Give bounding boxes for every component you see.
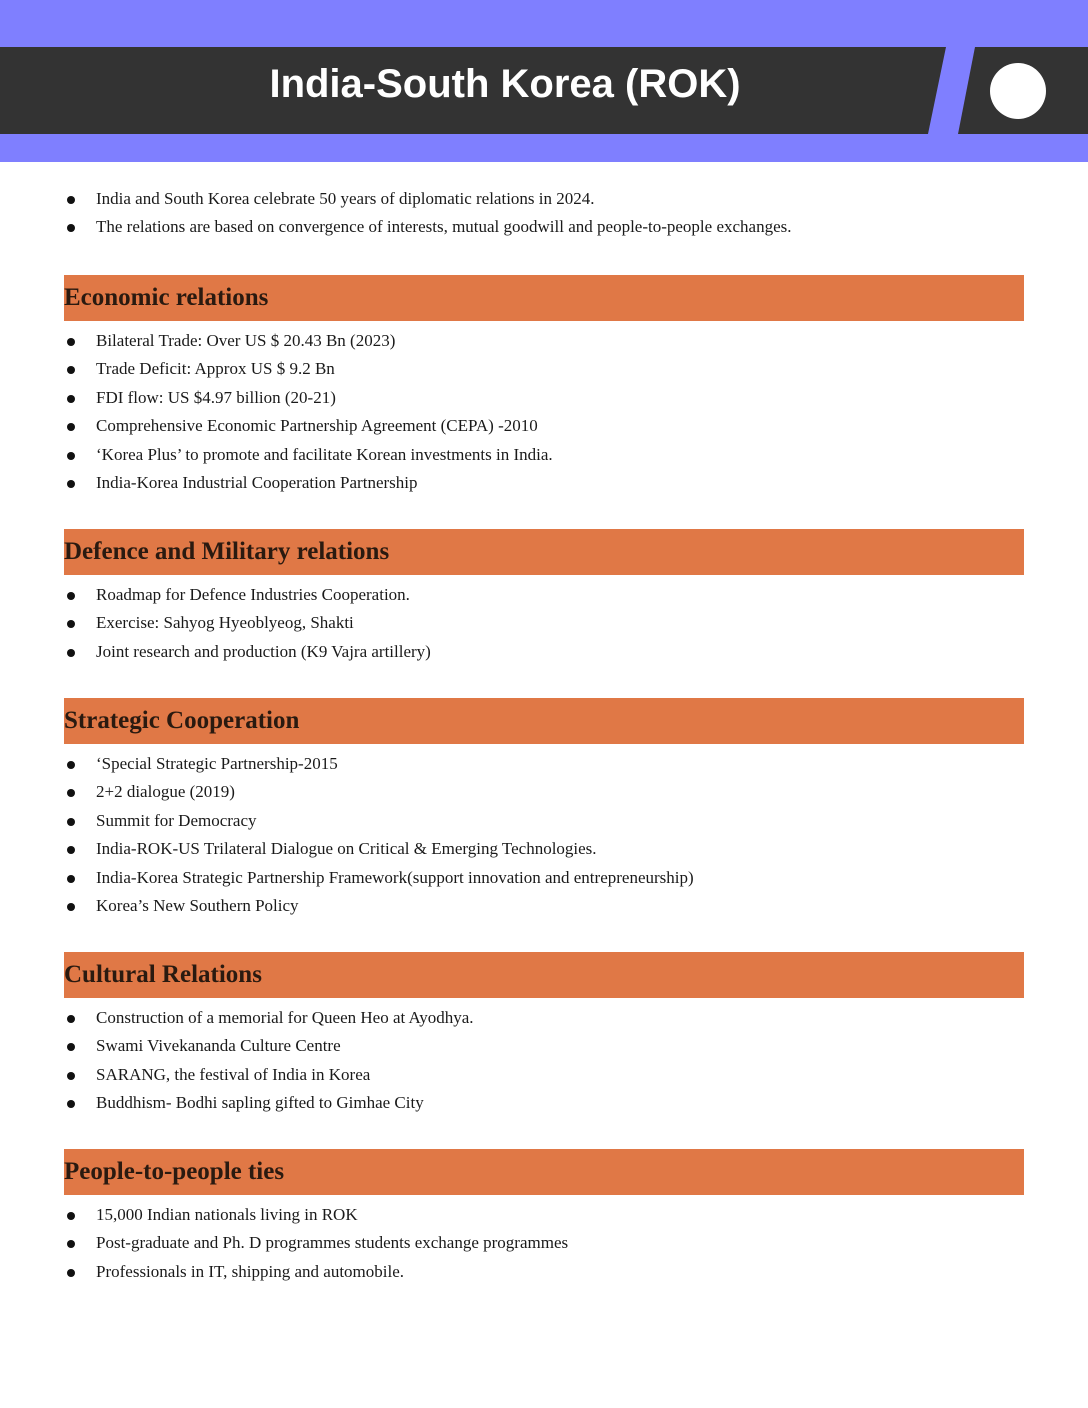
section-heading: Cultural Relations xyxy=(64,952,1024,998)
item-text: India-ROK-US Trilateral Dialogue on Crit… xyxy=(96,839,597,859)
list-item: FDI flow: US $4.97 billion (20-21) xyxy=(64,384,1024,412)
item-text: India-Korea Industrial Cooperation Partn… xyxy=(96,472,418,492)
logo-circle-icon xyxy=(990,63,1046,119)
list-item: The relations are based on convergence o… xyxy=(64,213,1024,241)
top-band xyxy=(0,0,1088,47)
section-heading: Economic relations xyxy=(64,275,1024,321)
bullet-icon xyxy=(67,1071,75,1080)
bullet-icon xyxy=(67,224,75,233)
item-text: Joint research and production (K9 Vajra … xyxy=(96,641,431,661)
section-list: ‘Special Strategic Partnership-2015 2+2 d… xyxy=(64,750,1024,920)
bullet-icon xyxy=(67,1015,75,1023)
item-text: Korea’s New Southern Policy xyxy=(96,895,299,915)
title-banner xyxy=(0,47,946,134)
list-item: Trade Deficit: Approx US $ 9.2 Bn xyxy=(64,355,1024,383)
list-item: India-Korea Strategic Partnership Framew… xyxy=(64,864,1024,892)
intro-list: India and South Korea celebrate 50 years… xyxy=(64,185,1024,242)
list-item: 15,000 Indian nationals living in ROK xyxy=(64,1201,1024,1229)
bullet-icon xyxy=(67,1268,75,1277)
bullet-icon xyxy=(67,423,75,432)
bullet-icon xyxy=(67,1043,75,1052)
item-text: Construction of a memorial for Queen Heo… xyxy=(96,1008,474,1027)
list-item: Professionals in IT, shipping and automo… xyxy=(64,1258,1024,1286)
list-item: 2+2 dialogue (2019) xyxy=(64,778,1024,806)
bullet-icon xyxy=(67,366,75,375)
list-item: SARANG, the festival of India in Korea xyxy=(64,1061,1024,1089)
item-text: The relations are based on convergence o… xyxy=(96,217,792,237)
section-heading: Defence and Military relations xyxy=(64,529,1024,575)
bullet-icon xyxy=(67,846,75,855)
section-list: Bilateral Trade: Over US $ 20.43 Bn (202… xyxy=(64,327,1024,497)
bullet-icon xyxy=(67,338,75,346)
section-list: 15,000 Indian nationals living in ROK Pos… xyxy=(64,1201,1024,1286)
bullet-icon xyxy=(67,902,75,911)
list-item: ‘Korea Plus’ to promote and facilitate K… xyxy=(64,441,1024,469)
list-item: Construction of a memorial for Queen Heo… xyxy=(64,1004,1024,1032)
item-text: India and South Korea celebrate 50 years… xyxy=(96,189,595,208)
list-item: Buddhism- Bodhi sapling gifted to Gimhae… xyxy=(64,1089,1024,1117)
bullet-icon xyxy=(67,648,75,657)
list-item: Summit for Democracy xyxy=(64,807,1024,835)
section-heading: People-to-people ties xyxy=(64,1149,1024,1195)
bottom-band xyxy=(0,134,1088,162)
item-text: Swami Vivekananda Culture Centre xyxy=(96,1036,341,1056)
section-heading: Strategic Cooperation xyxy=(64,698,1024,744)
bullet-icon xyxy=(67,1100,75,1109)
list-item: Exercise: Sahyog Hyeoblyeog, Shakti xyxy=(64,609,1024,637)
item-text: India-Korea Strategic Partnership Framew… xyxy=(96,867,694,887)
list-item: Swami Vivekananda Culture Centre xyxy=(64,1032,1024,1060)
list-item: Roadmap for Defence Industries Cooperati… xyxy=(64,581,1024,609)
item-text: ‘Korea Plus’ to promote and facilitate K… xyxy=(96,444,553,464)
list-item: Korea’s New Southern Policy xyxy=(64,892,1024,920)
item-text: Summit for Democracy xyxy=(96,810,257,830)
bullet-icon xyxy=(67,1212,75,1220)
bullet-icon xyxy=(67,196,75,204)
list-item: India-Korea Industrial Cooperation Partn… xyxy=(64,469,1024,497)
item-text: SARANG, the festival of India in Korea xyxy=(96,1064,371,1084)
item-text: Exercise: Sahyog Hyeoblyeog, Shakti xyxy=(96,613,354,633)
item-text: Trade Deficit: Approx US $ 9.2 Bn xyxy=(96,359,335,379)
bullet-icon xyxy=(67,761,75,769)
item-text: 15,000 Indian nationals living in ROK xyxy=(96,1205,358,1224)
section-list: Construction of a memorial for Queen Heo… xyxy=(64,1004,1024,1118)
bullet-icon xyxy=(67,451,75,460)
item-text: Professionals in IT, shipping and automo… xyxy=(96,1261,405,1281)
bullet-icon xyxy=(67,479,75,488)
list-item: India-ROK-US Trilateral Dialogue on Crit… xyxy=(64,835,1024,863)
page-title: India-South Korea (ROK) xyxy=(269,62,741,106)
item-text: ‘Special Strategic Partnership-2015 xyxy=(96,754,338,773)
item-text: 2+2 dialogue (2019) xyxy=(96,782,235,802)
bullet-icon xyxy=(67,394,75,403)
list-item: ‘Special Strategic Partnership-2015 xyxy=(64,750,1024,778)
item-text: Post-graduate and Ph. D programmes stude… xyxy=(96,1233,569,1253)
section-list: Roadmap for Defence Industries Cooperati… xyxy=(64,581,1024,666)
bullet-icon xyxy=(67,592,75,600)
list-item: Comprehensive Economic Partnership Agree… xyxy=(64,412,1024,440)
bullet-icon xyxy=(67,1240,75,1249)
bullet-icon xyxy=(67,874,75,883)
list-item: India and South Korea celebrate 50 years… xyxy=(64,185,1024,213)
item-text: FDI flow: US $4.97 billion (20-21) xyxy=(96,387,336,407)
list-item: Bilateral Trade: Over US $ 20.43 Bn (202… xyxy=(64,327,1024,355)
item-text: Bilateral Trade: Over US $ 20.43 Bn (202… xyxy=(96,331,396,350)
bullet-icon xyxy=(67,817,75,826)
item-text: Buddhism- Bodhi sapling gifted to Gimhae… xyxy=(96,1093,424,1113)
bullet-icon xyxy=(67,789,75,798)
list-item: Post-graduate and Ph. D programmes stude… xyxy=(64,1229,1024,1257)
item-text: Comprehensive Economic Partnership Agree… xyxy=(96,416,538,436)
item-text: Roadmap for Defence Industries Cooperati… xyxy=(96,585,410,604)
bullet-icon xyxy=(67,620,75,629)
list-item: Joint research and production (K9 Vajra … xyxy=(64,638,1024,666)
